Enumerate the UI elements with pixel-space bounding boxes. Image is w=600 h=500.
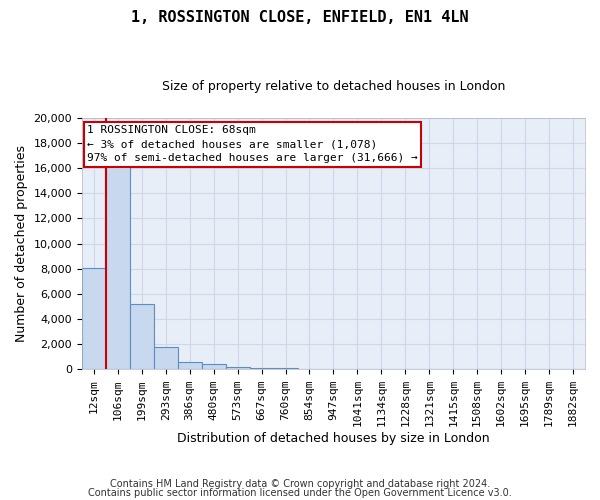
Bar — [154, 348, 178, 370]
X-axis label: Distribution of detached houses by size in London: Distribution of detached houses by size … — [177, 432, 490, 445]
Bar — [130, 304, 154, 370]
Bar — [106, 162, 130, 370]
Text: 1, ROSSINGTON CLOSE, ENFIELD, EN1 4LN: 1, ROSSINGTON CLOSE, ENFIELD, EN1 4LN — [131, 10, 469, 25]
Text: Contains HM Land Registry data © Crown copyright and database right 2024.: Contains HM Land Registry data © Crown c… — [110, 479, 490, 489]
Bar — [226, 367, 250, 370]
Bar — [82, 268, 106, 370]
Bar — [250, 368, 274, 370]
Bar — [274, 368, 298, 370]
Text: 1 ROSSINGTON CLOSE: 68sqm
← 3% of detached houses are smaller (1,078)
97% of sem: 1 ROSSINGTON CLOSE: 68sqm ← 3% of detach… — [87, 126, 418, 164]
Bar — [178, 362, 202, 370]
Y-axis label: Number of detached properties: Number of detached properties — [15, 145, 28, 342]
Bar — [298, 369, 322, 370]
Bar — [202, 364, 226, 370]
Text: Contains public sector information licensed under the Open Government Licence v3: Contains public sector information licen… — [88, 488, 512, 498]
Title: Size of property relative to detached houses in London: Size of property relative to detached ho… — [162, 80, 505, 93]
